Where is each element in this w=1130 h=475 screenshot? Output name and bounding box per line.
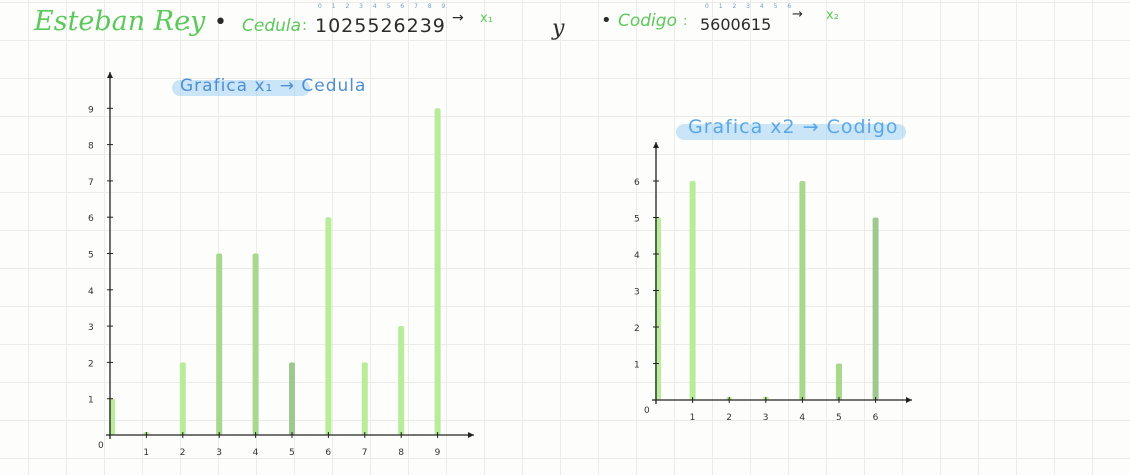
y-tick-label-1-3: 3 xyxy=(634,288,640,298)
arrow-x2: → xyxy=(792,7,803,22)
bar-0-4 xyxy=(252,253,259,435)
cedula-value: 1025526239 xyxy=(315,15,446,37)
y-tick-label-0-7: 7 xyxy=(88,178,94,188)
bar-0-7 xyxy=(361,362,368,435)
x-tick-label-0-9: 9 xyxy=(435,448,441,458)
arrow-x1: → xyxy=(452,10,464,26)
x-tick-label-0-1: 1 xyxy=(143,448,149,458)
bar-1-6 xyxy=(872,217,879,400)
bar-0-5 xyxy=(289,362,295,435)
y-tick-label-0-9: 9 xyxy=(88,105,94,115)
x-tick-label-0-4: 4 xyxy=(253,448,259,458)
chart1-title: Grafica x₁ → Cedula xyxy=(180,76,367,96)
y-tick-label-0-8: 8 xyxy=(88,142,94,152)
y-tick-label-1-4: 4 xyxy=(634,251,640,261)
y-axis-arrow-1 xyxy=(653,142,659,148)
y-tick-label-0-1: 1 xyxy=(88,396,94,406)
y-axis-arrow-0 xyxy=(107,72,113,78)
bar-0-3 xyxy=(216,253,223,435)
y-tick-label-1-6: 6 xyxy=(634,178,640,188)
x-axis-arrow-1 xyxy=(906,397,912,403)
bullet-codigo: • xyxy=(601,10,612,31)
x-tick-label-1-6: 6 xyxy=(873,413,879,423)
y-tick-label-1-5: 5 xyxy=(634,215,640,225)
bar-1-4 xyxy=(799,181,806,400)
bar-1-5 xyxy=(836,363,842,400)
x-tick-label-1-4: 4 xyxy=(799,413,805,423)
y-tick-label-0-6: 6 xyxy=(88,214,94,224)
bar-0-8 xyxy=(398,326,405,435)
x2-label: x₂ xyxy=(826,8,839,23)
origin-label-1: 0 xyxy=(644,406,650,416)
codigo-value: 5600615 xyxy=(700,15,772,34)
chart2-title: Grafica x2 → Codigo xyxy=(688,116,899,138)
x-tick-label-0-2: 2 xyxy=(180,448,186,458)
chart2-title-highlight xyxy=(676,124,906,140)
x-tick-label-0-3: 3 xyxy=(216,448,222,458)
codigo-label: Codigo xyxy=(618,11,677,31)
y-tick-label-0-4: 4 xyxy=(88,287,94,297)
bar-0-9 xyxy=(434,108,441,436)
x-tick-label-1-5: 5 xyxy=(836,413,842,423)
name-colon: : xyxy=(184,10,192,35)
x-tick-label-1-3: 3 xyxy=(763,413,769,423)
x-tick-label-0-8: 8 xyxy=(398,448,404,458)
x1-label: x₁ xyxy=(480,11,493,26)
x-tick-label-1-2: 2 xyxy=(726,413,732,423)
x-tick-label-1-1: 1 xyxy=(690,413,696,423)
bar-1-1 xyxy=(689,181,696,400)
x-tick-label-0-5: 5 xyxy=(289,448,295,458)
bullet-cedula: • xyxy=(214,10,227,35)
x-tick-label-0-6: 6 xyxy=(325,448,331,458)
cedula-digit-indices: 0 1 2 3 4 5 6 7 8 9 xyxy=(318,3,450,10)
y-tick-label-0-2: 2 xyxy=(88,359,94,369)
chart1-title-highlight xyxy=(172,80,310,96)
y-tick-label-0-3: 3 xyxy=(88,323,94,333)
x-tick-label-0-7: 7 xyxy=(362,448,368,458)
cedula-label: Cedula xyxy=(242,16,302,36)
codigo-digit-indices: 0 1 2 3 4 5 6 xyxy=(705,3,796,10)
y-tick-label-1-1: 1 xyxy=(634,361,640,371)
connector-y: y xyxy=(552,16,565,41)
origin-label-0: 0 xyxy=(98,441,104,451)
cedula-colon: : xyxy=(302,16,308,34)
codigo-colon: : xyxy=(683,14,688,29)
author-name: Esteban Rey xyxy=(34,6,206,37)
x-axis-arrow-0 xyxy=(468,432,474,438)
y-tick-label-1-2: 2 xyxy=(634,324,640,334)
y-tick-label-0-5: 5 xyxy=(88,251,94,261)
bar-0-6 xyxy=(325,217,332,435)
bar-0-2 xyxy=(179,362,186,435)
